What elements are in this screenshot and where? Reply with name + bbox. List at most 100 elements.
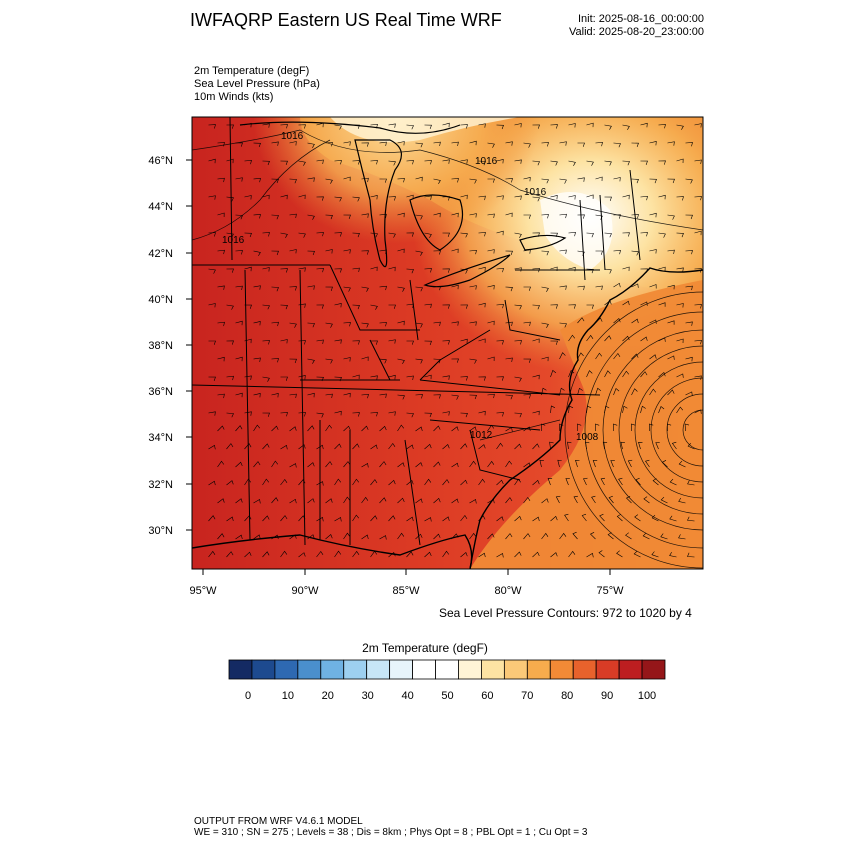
wind-barb [226, 551, 234, 558]
wind-barb [469, 321, 477, 326]
wind-barb [622, 124, 630, 130]
wind-barb [217, 321, 225, 327]
wind-barb [415, 498, 423, 504]
isobar-label: 1016 [281, 131, 304, 142]
wind-barb [289, 463, 297, 468]
wind-barb [289, 534, 297, 540]
colorbar-swatch [297, 659, 322, 680]
wind-barb [559, 532, 567, 540]
wind-barb [271, 214, 279, 220]
wind-barb [559, 423, 564, 431]
wind-barb [253, 393, 261, 398]
wind-barb [298, 267, 306, 272]
wind-barb [262, 443, 270, 450]
wind-barb [577, 250, 585, 256]
wind-barb [442, 550, 450, 558]
wind-barb [514, 267, 522, 272]
wind-barb [599, 513, 605, 522]
wind-barb [253, 285, 261, 290]
wind-barb [505, 427, 513, 432]
lake-michigan [354, 139, 402, 268]
wind-barb [613, 423, 618, 432]
field-label-temperature: 2m Temperature (degF) [194, 65, 310, 77]
wind-barb [325, 498, 333, 504]
wind-barb [397, 286, 405, 292]
wind-barb [442, 479, 450, 486]
wind-barb [586, 268, 594, 274]
wind-barb [523, 426, 531, 432]
wind-barb [244, 122, 252, 128]
lat-label: 36°N [148, 386, 173, 398]
wind-barb [370, 304, 378, 310]
wind-barb [487, 142, 495, 148]
wind-barb [433, 141, 441, 147]
wind-barb [550, 304, 558, 309]
colorbar-swatch [251, 659, 276, 680]
wind-barb [451, 533, 459, 540]
wind-barb [631, 318, 639, 324]
wind-barb [660, 533, 668, 540]
wind-barb [658, 194, 666, 200]
wind-barb [226, 375, 234, 381]
wind-barb [613, 388, 620, 396]
wind-barb [361, 356, 369, 361]
wind-barb [649, 141, 657, 146]
wind-barb [478, 478, 486, 486]
wind-barb [523, 177, 531, 182]
wind-barb [388, 232, 396, 238]
wind-barb [334, 339, 342, 344]
wind-barb [460, 443, 468, 450]
init-time: Init: 2025-08-16_00:00:00 [578, 13, 704, 25]
wind-barb [631, 423, 636, 432]
colorbar-swatch [618, 659, 643, 680]
wind-barb [496, 412, 504, 417]
wind-barb [586, 194, 594, 199]
wind-barb [379, 358, 387, 364]
wind-barb [532, 160, 540, 166]
wind-barb [208, 340, 216, 345]
wind-barb [505, 497, 513, 504]
wind-barb [496, 159, 504, 164]
colorbar [228, 659, 666, 680]
wind-barb [235, 461, 243, 468]
wind-barb [607, 532, 614, 540]
wind-barb [208, 550, 216, 558]
wind-barb [316, 376, 324, 382]
wind-barb [442, 411, 450, 416]
wind-barb [631, 178, 639, 184]
wind-barb [253, 461, 261, 468]
wind-barb [604, 370, 611, 378]
wind-barb [658, 266, 666, 272]
wind-barb [661, 460, 668, 468]
wind-barb [325, 461, 333, 468]
wind-barb [559, 322, 567, 328]
wind-barb [433, 497, 441, 504]
wind-barb [226, 158, 234, 164]
wind-barb [433, 394, 441, 399]
wind-barb [397, 178, 405, 183]
wind-barb [334, 376, 342, 382]
wind-barb [379, 497, 387, 504]
wind-barb [487, 285, 495, 290]
wind-barb [649, 423, 654, 432]
wind-barb [568, 267, 576, 272]
wind-barb [334, 160, 342, 165]
wind-barb [388, 479, 396, 486]
wind-barb [550, 266, 558, 272]
wind-barb [370, 550, 378, 558]
wind-barb [694, 409, 702, 414]
wind-barb [550, 195, 558, 200]
wind-barb [343, 461, 351, 468]
wind-barb [379, 213, 387, 219]
wind-barb [604, 268, 612, 274]
colorbar-swatch [641, 659, 666, 680]
wind-barb [289, 249, 297, 254]
wind-barb [685, 178, 693, 184]
wind-barb [343, 322, 351, 327]
isobar-label: 1016 [475, 156, 498, 167]
wind-barb [559, 141, 567, 146]
wind-barb [316, 412, 324, 418]
lon-label: 80°W [494, 585, 522, 597]
wind-barb [568, 405, 574, 414]
ocean-region [470, 280, 703, 569]
